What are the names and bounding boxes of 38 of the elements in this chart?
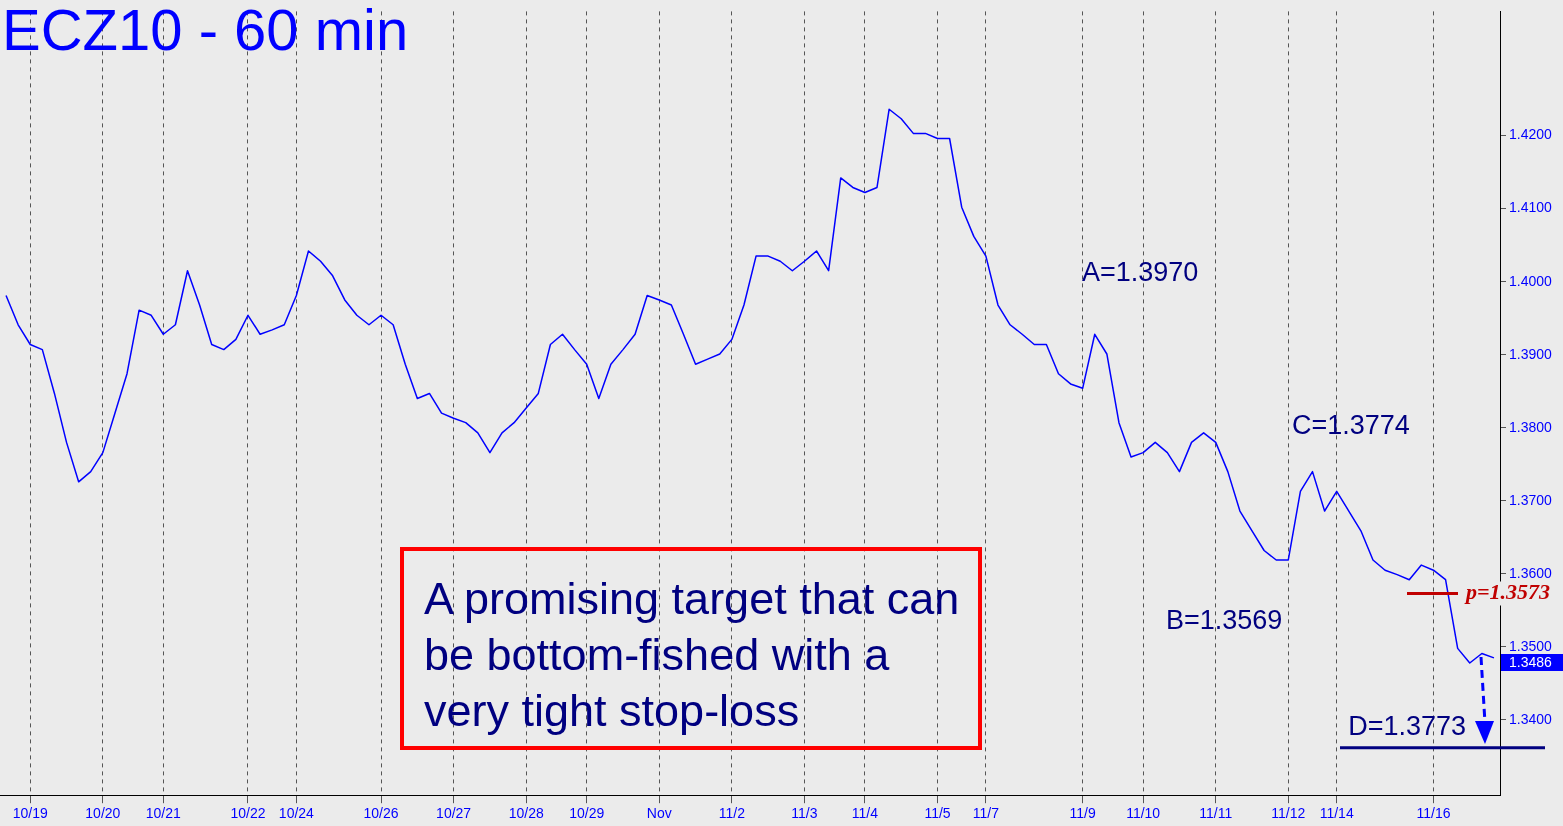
x-tick-label: 10/19 — [12, 805, 48, 822]
y-tick-label: 1.3800 — [1509, 418, 1553, 435]
annotation: B=1.3569 — [1166, 604, 1283, 635]
y-tick-label: 1.3900 — [1509, 345, 1553, 362]
chart-title: ECZ10 - 60 min — [2, 0, 409, 63]
x-tick-label: 11/10 — [1126, 805, 1161, 822]
x-tick-label: 10/21 — [145, 805, 182, 822]
annotation: D=1.3773 — [1348, 710, 1466, 741]
x-tick-label: 10/22 — [230, 805, 266, 822]
x-tick-label: 11/16 — [1416, 805, 1451, 822]
ref-line-label: p=1.3573 — [1464, 579, 1551, 605]
x-tick-label: 11/12 — [1271, 805, 1306, 822]
text: 1.3486 — [1509, 653, 1553, 670]
x-tick-label: 11/7 — [972, 805, 1000, 822]
x-tick-label: Nov — [646, 805, 672, 822]
x-tick-label: 11/14 — [1319, 805, 1354, 822]
x-tick-label: 10/24 — [278, 805, 315, 822]
x-tick-label: 10/28 — [508, 805, 544, 822]
y-tick-label: 1.3500 — [1509, 637, 1553, 654]
x-tick-label: 10/20 — [85, 805, 121, 822]
y-tick-label: 1.3400 — [1509, 710, 1553, 727]
y-tick-label: 1.4000 — [1509, 272, 1553, 289]
x-tick-label: 11/11 — [1199, 805, 1233, 822]
x-tick-label: 11/5 — [924, 805, 951, 822]
x-tick-label: 11/9 — [1069, 805, 1096, 822]
x-tick-label: 10/29 — [569, 805, 605, 822]
x-tick-label: 11/2 — [718, 805, 746, 822]
y-tick-label: 1.4100 — [1509, 199, 1553, 216]
annotation: C=1.3774 — [1292, 409, 1410, 440]
x-tick-label: 11/4 — [851, 805, 879, 822]
y-tick-label: 1.3600 — [1509, 564, 1553, 581]
note-box: A promising target that can be bottom-fished with a very tight stop-loss — [400, 547, 982, 750]
x-tick-label: 10/26 — [363, 805, 399, 822]
x-tick-label: 10/27 — [436, 805, 472, 822]
y-tick-label: 1.3700 — [1509, 491, 1553, 508]
x-tick-label: 11/3 — [791, 805, 818, 822]
annotation: A=1.3970 — [1082, 256, 1199, 287]
y-tick-label: 1.4200 — [1509, 126, 1553, 143]
